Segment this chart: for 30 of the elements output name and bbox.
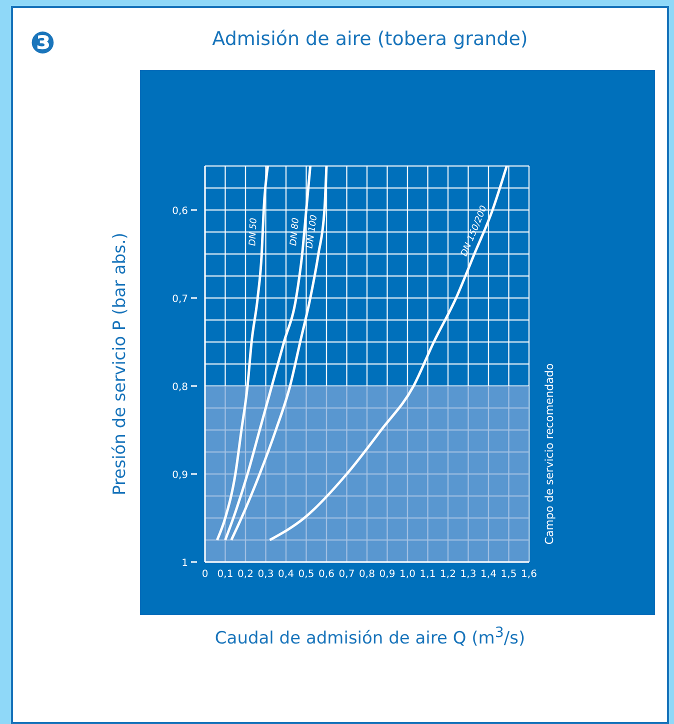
x-tick-label: 0,1 <box>217 569 234 580</box>
x-tick-label: 1,5 <box>500 569 517 580</box>
x-tick-label: 0,6 <box>318 569 334 580</box>
y-tick-label: 0,8 <box>172 382 188 393</box>
band-label: Campo de servicio recomendado <box>543 363 556 545</box>
x-tick-label: 1,1 <box>420 569 436 580</box>
y-tick-label: 0,9 <box>172 470 188 481</box>
y-tick-label: 1 <box>182 558 188 569</box>
text: DN 50 <box>248 217 260 246</box>
x-tick-label: 0,7 <box>338 569 355 580</box>
x-axis-title: Caudal de admisión de aire Q (m$^{3}$/s) <box>214 625 526 649</box>
chart-title: Admisión de aire (tobera grande) <box>211 28 529 50</box>
x-tick-label: 0,4 <box>278 569 294 580</box>
text: DN 80 <box>288 217 302 246</box>
y-tick-label: 0,6 <box>172 206 188 217</box>
x-tick-label: 1,6 <box>521 569 537 580</box>
x-tick-label: 0,5 <box>298 569 314 580</box>
x-tick-label: 0,2 <box>238 569 254 580</box>
y-axis-title: Presión de servicio P (bar abs.) <box>110 232 130 496</box>
x-tick-label: 0,3 <box>258 569 274 580</box>
x-tick-label: 0,8 <box>359 569 375 580</box>
x-tick-label: 1,2 <box>440 569 456 580</box>
text: ❸ <box>30 26 56 61</box>
x-tick-label: 1,4 <box>480 569 496 580</box>
x-tick-label: 0,9 <box>379 569 396 580</box>
text: DN 100 <box>305 214 320 250</box>
x-tick-label: 0 <box>202 569 208 580</box>
x-tick-label: 1,0 <box>400 569 416 580</box>
x-tick-label: 1,3 <box>460 569 476 580</box>
y-tick-label: 0,7 <box>172 294 188 305</box>
